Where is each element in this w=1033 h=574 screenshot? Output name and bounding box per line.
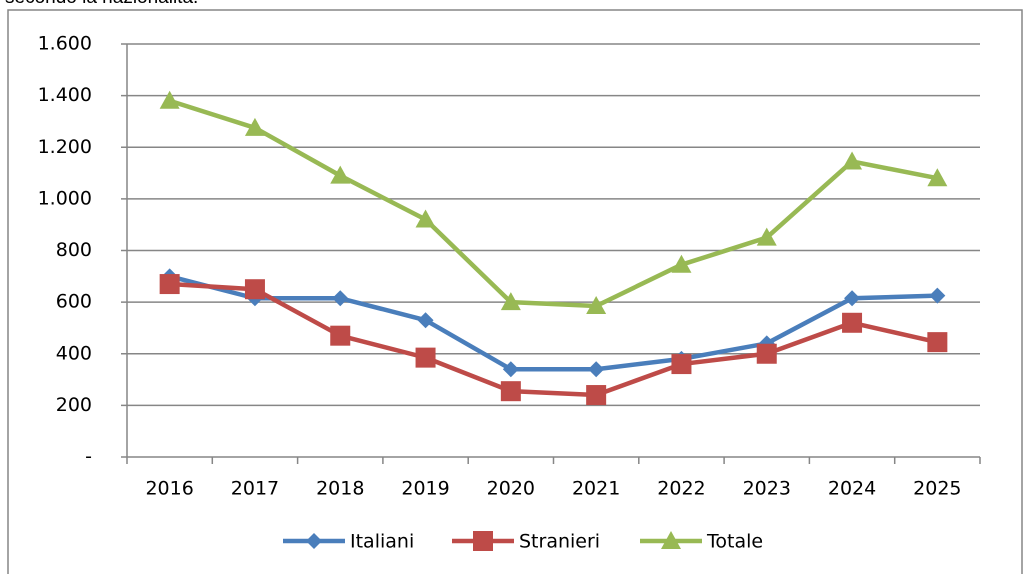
marker: [671, 254, 692, 273]
series-line: [169, 274, 938, 372]
x-tick-label: 2025: [913, 478, 961, 500]
marker: [756, 343, 777, 364]
marker: [244, 117, 265, 136]
series-line: [168, 98, 938, 309]
marker: [756, 227, 777, 246]
y-tick-label: 1.400: [38, 84, 92, 106]
x-tick-label: 2020: [487, 478, 535, 500]
y-tick-label: 800: [56, 239, 92, 261]
legend-label: Stranieri: [519, 531, 600, 553]
y-tick-label: 1.000: [38, 187, 92, 209]
y-tick-label: 600: [56, 291, 92, 313]
marker: [244, 279, 265, 300]
x-tick-label: 2017: [231, 478, 279, 500]
marker: [330, 165, 351, 184]
marker: [473, 531, 493, 551]
marker: [502, 361, 519, 378]
marker: [500, 292, 521, 311]
marker: [842, 312, 863, 333]
x-tick-label: 2016: [145, 478, 193, 500]
marker: [332, 290, 349, 307]
x-tick-label: 2018: [316, 478, 364, 500]
x-tick-label: 2024: [828, 478, 876, 500]
y-tick-label: 1.600: [38, 33, 92, 55]
marker: [159, 90, 180, 109]
x-tick-label: 2023: [743, 478, 791, 500]
legend-label: Italiani: [350, 531, 414, 553]
marker: [500, 381, 521, 402]
marker: [842, 151, 863, 170]
subtitle: secondo la nazionalità.: [5, 0, 198, 9]
marker: [586, 295, 607, 314]
marker: [844, 290, 861, 307]
x-tick-label: 2021: [572, 478, 620, 500]
marker: [927, 168, 948, 187]
marker: [306, 533, 322, 549]
marker: [927, 332, 948, 353]
y-tick-label: 1.200: [38, 136, 92, 158]
x-tick-label: 2022: [657, 478, 705, 500]
marker: [588, 361, 605, 378]
marker: [417, 312, 434, 329]
y-tick-label: 200: [56, 394, 92, 416]
marker: [661, 531, 681, 549]
marker: [415, 209, 436, 228]
marker: [159, 274, 180, 295]
series-line: [169, 281, 938, 398]
marker: [330, 325, 351, 346]
y-tick-label: -: [85, 446, 92, 468]
x-tick-label: 2019: [401, 478, 449, 500]
marker: [929, 287, 946, 304]
marker: [671, 354, 692, 375]
marker: [586, 385, 607, 406]
marker: [415, 347, 436, 368]
y-tick-label: 400: [56, 342, 92, 364]
legend-label: Totale: [706, 531, 763, 553]
